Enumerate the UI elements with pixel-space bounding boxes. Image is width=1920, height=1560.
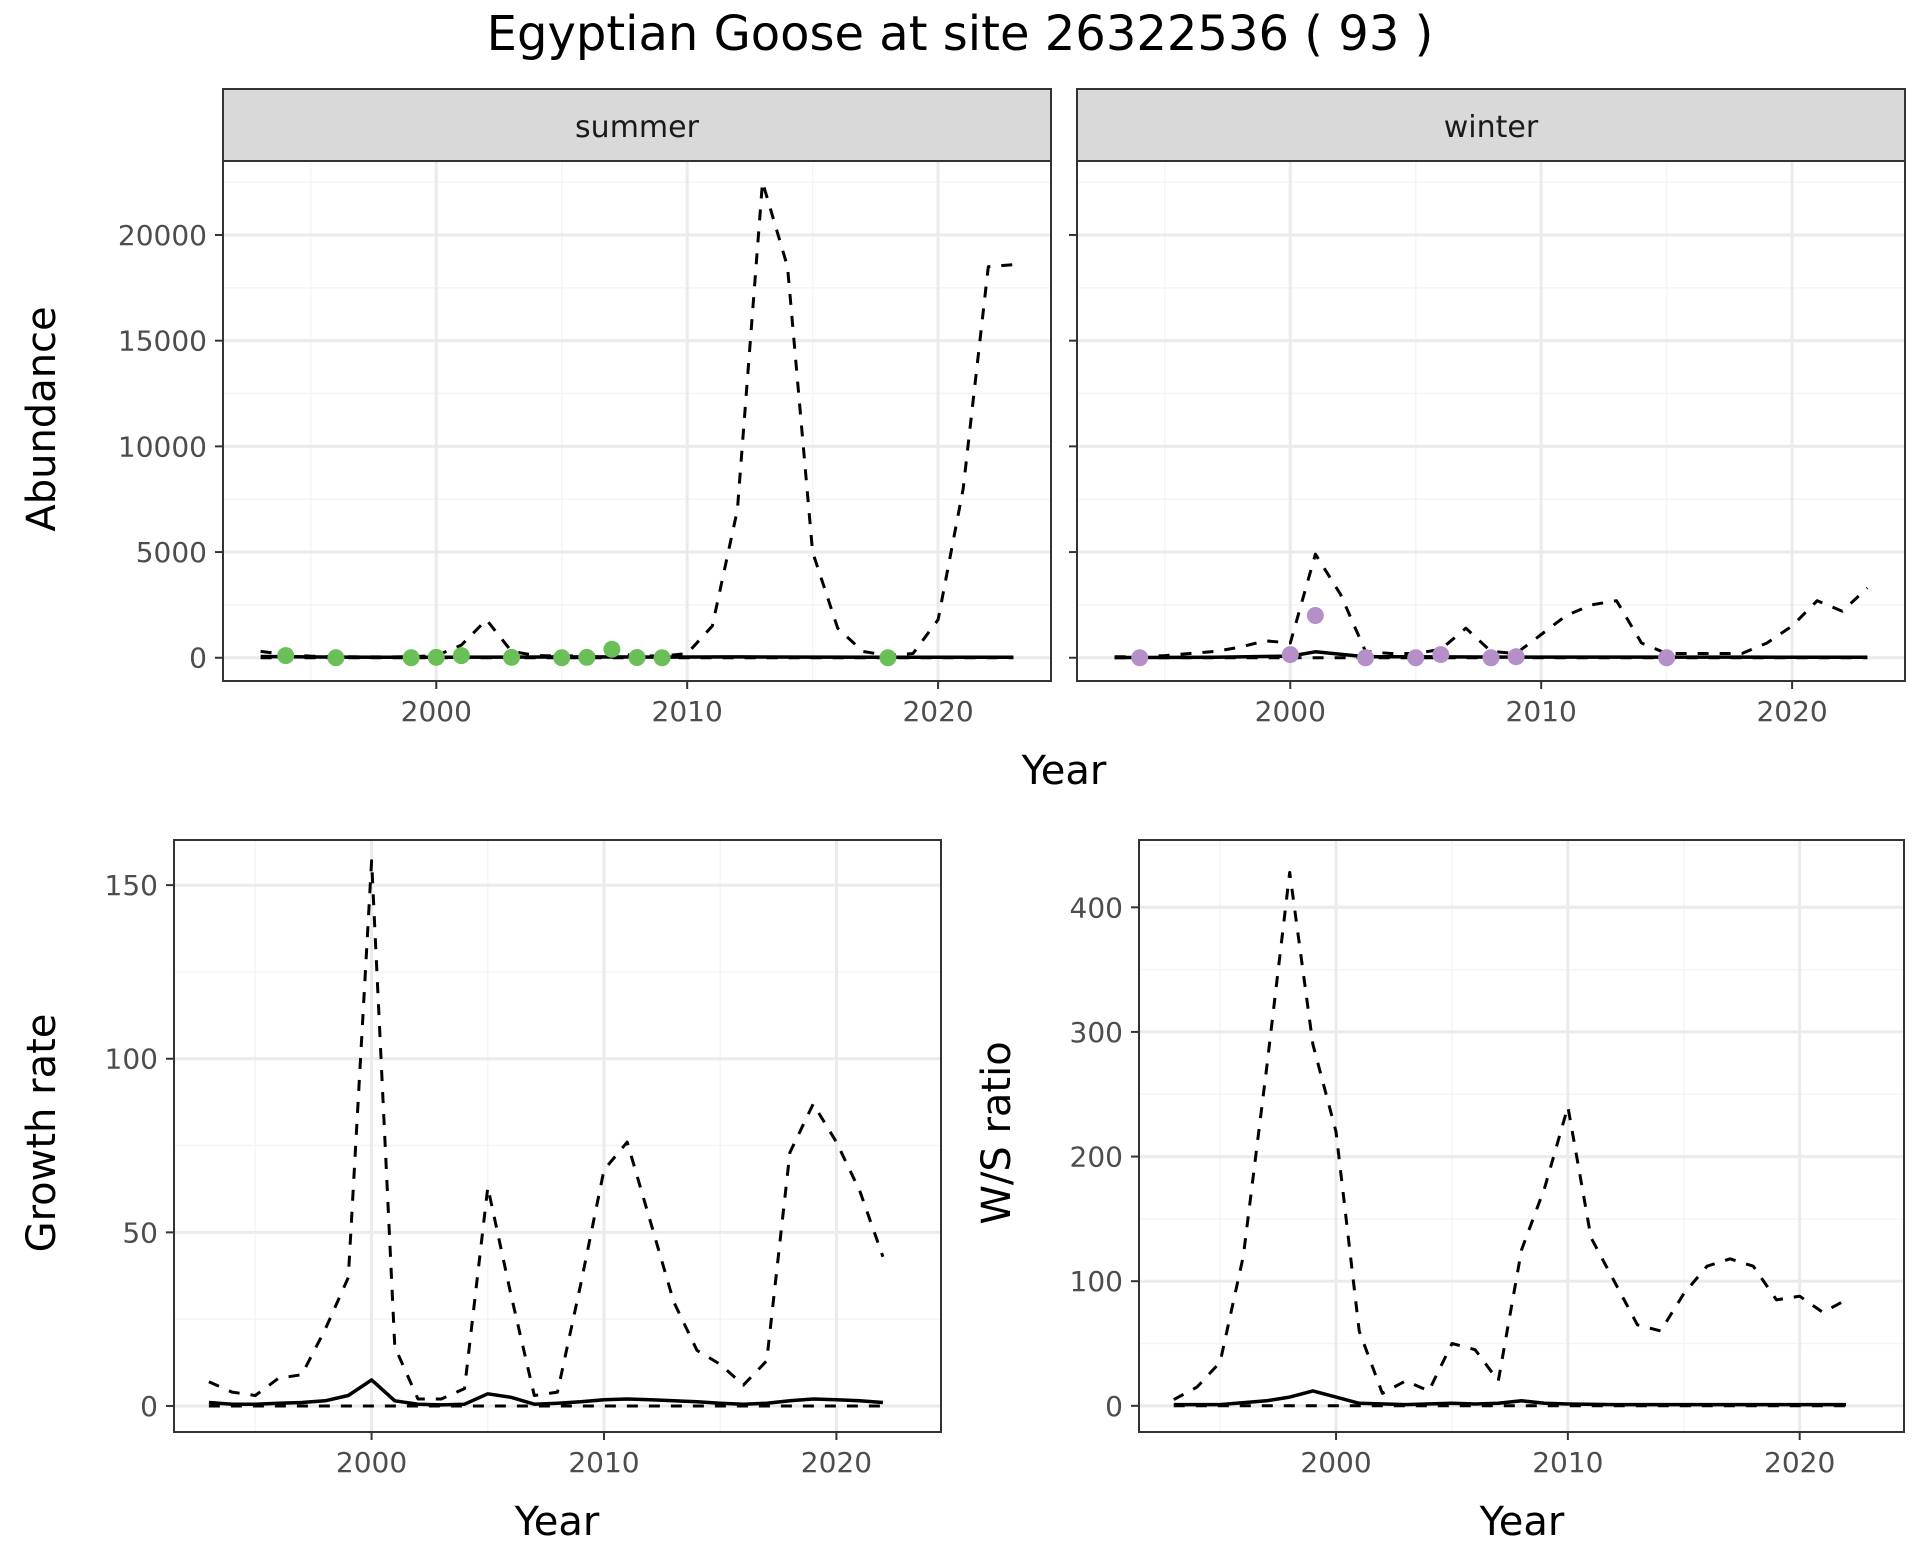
- y-tick-label: 50: [122, 1216, 158, 1249]
- x-tick-label: 2000: [401, 695, 472, 728]
- data-point: [1658, 649, 1676, 667]
- x-axis-title-top: Year: [1021, 748, 1107, 794]
- x-tick-label: 2020: [902, 695, 973, 728]
- strip-label-summer: summer: [575, 110, 700, 145]
- strip-summer: [222, 88, 1052, 162]
- data-point: [879, 649, 897, 667]
- y-tick-label: 300: [1070, 1016, 1123, 1049]
- data-point: [1407, 649, 1425, 667]
- x-tick-label: 2000: [336, 1446, 407, 1479]
- y-tick-label: 5000: [136, 536, 207, 569]
- data-point: [452, 647, 470, 665]
- panel-border: [1138, 839, 1905, 1433]
- y-tick-label: 0: [1105, 1390, 1123, 1423]
- y-tick-label: 0: [189, 642, 207, 675]
- panel-border: [173, 839, 942, 1433]
- data-point: [553, 649, 571, 667]
- panel-growth-rate: 2000 2010 2020 0 50 100 150: [105, 839, 942, 1479]
- y-axis-title-ws-ratio: W/S ratio: [974, 1041, 1020, 1224]
- series-line-upper-bound: [1114, 552, 1869, 659]
- x-tick-label: 2020: [801, 1446, 872, 1479]
- series-line-upper-bound: [208, 859, 885, 1401]
- x-axis-title-ws: Year: [1479, 1499, 1565, 1545]
- data-point: [628, 649, 646, 667]
- data-point: [653, 649, 671, 667]
- y-tick-label: 10000: [118, 430, 207, 463]
- panel-ws-ratio: 2000 2010 2020 0 100 200 300 400: [1070, 839, 1905, 1479]
- data-point: [1306, 606, 1324, 624]
- data-point: [1432, 646, 1450, 664]
- data-point: [503, 648, 521, 666]
- data-point: [1131, 649, 1149, 667]
- data-point: [1357, 649, 1375, 667]
- data-point: [277, 647, 295, 665]
- y-axis-title-growth-rate: Growth rate: [19, 1014, 65, 1253]
- y-tick-label: 15000: [118, 325, 207, 358]
- panel-abundance-winter: 2000 2010 2020: [1069, 160, 1906, 728]
- chart-title: Egyptian Goose at site 26322536 ( 93 ): [487, 6, 1434, 62]
- data-point: [327, 649, 345, 667]
- x-tick-label: 2000: [1255, 695, 1326, 728]
- x-tick-label: 2020: [1764, 1446, 1835, 1479]
- y-tick-label: 150: [105, 869, 158, 902]
- x-axis-title-growth: Year: [514, 1499, 600, 1545]
- y-tick-label: 100: [105, 1043, 158, 1076]
- x-tick-label: 2010: [568, 1446, 639, 1479]
- data-point: [603, 640, 621, 658]
- x-tick-label: 2010: [1532, 1446, 1603, 1479]
- series-line-estimate: [208, 1378, 884, 1407]
- y-tick-label: 200: [1070, 1141, 1123, 1174]
- x-tick-label: 2010: [1506, 695, 1577, 728]
- strip-winter: [1076, 88, 1906, 162]
- x-tick-label: 2000: [1300, 1446, 1371, 1479]
- series-line-estimate: [1173, 1389, 1846, 1407]
- y-tick-label: 0: [140, 1390, 158, 1423]
- x-tick-label: 2010: [652, 695, 723, 728]
- strip-label-winter: winter: [1444, 110, 1539, 145]
- x-tick-label: 2020: [1756, 695, 1827, 728]
- y-tick-label: 20000: [118, 219, 207, 252]
- data-point: [402, 649, 420, 667]
- y-tick-label: 100: [1070, 1265, 1123, 1298]
- data-point: [1482, 649, 1500, 667]
- data-point: [578, 648, 596, 666]
- data-point: [1507, 648, 1525, 666]
- data-point: [427, 648, 445, 666]
- series-line-upper-bound: [1173, 870, 1847, 1401]
- data-point: [1281, 646, 1299, 664]
- y-tick-label: 400: [1070, 891, 1123, 924]
- y-axis-title-abundance: Abundance: [19, 306, 65, 531]
- panel-abundance-summer: 2000 2010 2020 0 5000 10000 15000 20000: [118, 160, 1052, 728]
